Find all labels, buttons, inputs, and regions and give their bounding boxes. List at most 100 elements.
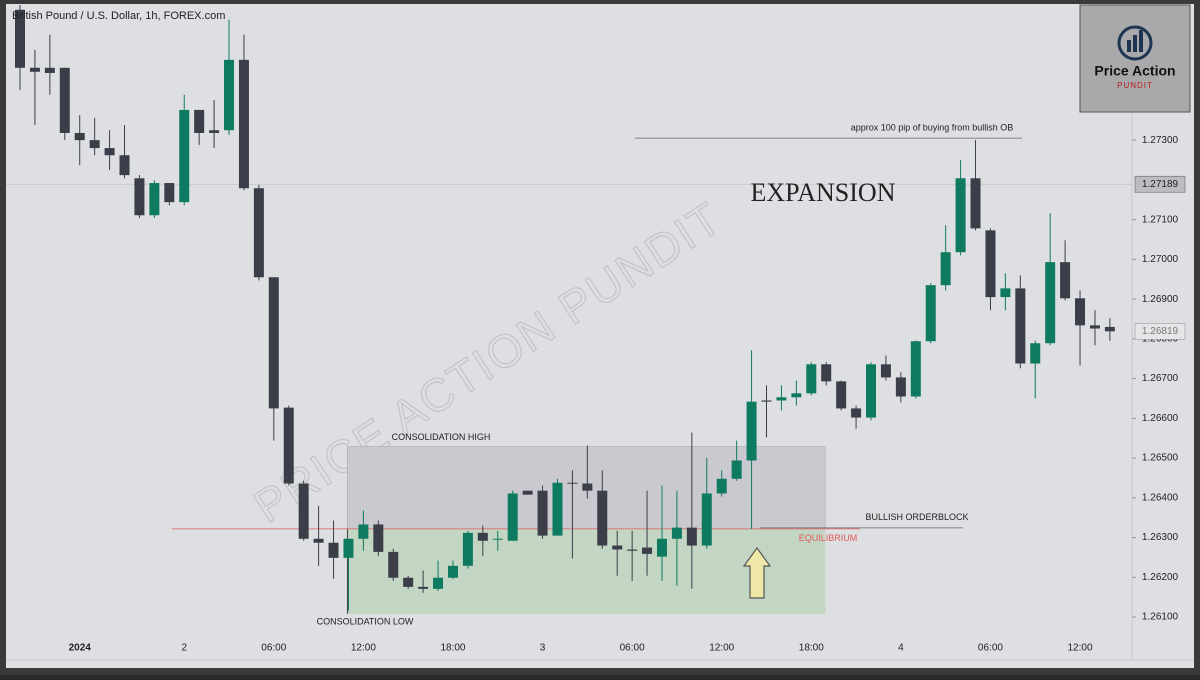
candle-body xyxy=(627,549,638,551)
candle-body xyxy=(74,132,85,141)
labels: 1.26100 1.26200 1.26300 1.26400 1.26500 1.266… xyxy=(69,123,1186,654)
x-tick-label: 4 xyxy=(898,643,904,654)
candle-body xyxy=(731,460,742,479)
zone xyxy=(347,528,826,614)
candle-body xyxy=(119,155,130,176)
candle-body xyxy=(298,483,309,539)
candle-body xyxy=(716,478,727,494)
candle-body xyxy=(1089,325,1100,329)
candle-body xyxy=(403,577,414,587)
x-tick-label: 18:00 xyxy=(440,643,465,654)
x-tick-label: 12:00 xyxy=(351,643,376,654)
candle-body xyxy=(433,577,444,589)
candle-body xyxy=(1075,298,1086,326)
chart-title: British Pound / U.S. Dollar, 1h, FOREX.c… xyxy=(12,10,225,22)
candle-body xyxy=(776,397,787,401)
candle-body xyxy=(328,542,339,558)
x-tick-label: 2 xyxy=(181,643,187,654)
candle-body xyxy=(134,178,145,216)
candle-body xyxy=(1015,288,1026,364)
candle-body xyxy=(985,230,996,298)
candle-body xyxy=(283,407,294,484)
y-tick-label: 1.27300 xyxy=(1142,135,1179,146)
candle-body xyxy=(104,148,115,156)
candle-body xyxy=(910,341,921,397)
candle-body xyxy=(1030,343,1041,364)
x-tick-label: 18:00 xyxy=(799,643,824,654)
crosshair-price-label: 1.27189 xyxy=(1142,179,1179,190)
candle-body xyxy=(1060,262,1071,299)
candle-body xyxy=(642,547,653,554)
candle-body xyxy=(671,527,682,539)
logo-icon xyxy=(1133,35,1137,52)
candle-body xyxy=(851,408,862,418)
candle-body xyxy=(970,178,981,229)
candle-body xyxy=(537,490,548,536)
marks xyxy=(15,5,1115,611)
candle-body xyxy=(880,364,891,378)
annotation: EXPANSION xyxy=(751,178,896,207)
candle-body xyxy=(806,364,817,394)
logo-icon xyxy=(1139,30,1143,52)
candle-body xyxy=(373,524,384,552)
candle-body xyxy=(179,109,190,203)
annotation: CONSOLIDATION HIGH xyxy=(392,432,491,442)
annotation: EQUILIBRIUM xyxy=(799,533,858,543)
candle-body xyxy=(597,490,608,546)
y-tick-label: 1.26100 xyxy=(1142,612,1179,623)
annotation: CONSOLIDATION LOW xyxy=(317,616,414,626)
y-tick-label: 1.26700 xyxy=(1142,373,1179,384)
annotation: approx 100 pip of buying from bullish OB xyxy=(851,123,1014,133)
candle-body xyxy=(866,364,877,418)
candle-body xyxy=(209,130,220,133)
candle-body xyxy=(761,400,772,402)
candle-body xyxy=(224,59,235,131)
candle-body xyxy=(462,532,473,566)
candle-body xyxy=(582,483,593,491)
x-tick-label: 06:00 xyxy=(261,643,286,654)
candle-body xyxy=(253,188,264,278)
candle-body xyxy=(15,9,25,68)
candle-body xyxy=(44,67,55,73)
candle-body xyxy=(895,377,906,397)
candle-body xyxy=(1000,288,1011,298)
candle-body xyxy=(492,538,503,540)
x-tick-label: 06:00 xyxy=(620,643,645,654)
candle-body xyxy=(746,401,757,461)
candle-body xyxy=(268,277,279,409)
candle-body xyxy=(164,183,175,203)
y-tick-label: 1.27000 xyxy=(1142,254,1179,265)
logo: Price Action PUNDIT xyxy=(1079,4,1191,113)
x-tick-label: 2024 xyxy=(69,643,92,654)
candle-body xyxy=(612,545,623,550)
candle-body xyxy=(656,538,667,557)
candle-body xyxy=(1104,326,1115,332)
x-tick-label: 12:00 xyxy=(709,643,734,654)
candle-body xyxy=(925,285,936,342)
crosshair-price-box xyxy=(1134,175,1186,193)
candle-body xyxy=(477,532,488,541)
candle-body xyxy=(821,364,832,382)
candle-body xyxy=(701,493,712,546)
y-tick-label: 1.26600 xyxy=(1142,413,1179,424)
candle-body xyxy=(522,490,533,495)
candle-body xyxy=(447,565,458,578)
last-price-box xyxy=(1134,323,1186,340)
y-tick-label: 1.26400 xyxy=(1142,492,1179,503)
candle-body xyxy=(388,551,399,578)
candle-body xyxy=(358,524,369,539)
last-price-label: 1.26819 xyxy=(1142,326,1179,337)
candle-body xyxy=(313,538,324,543)
candle-body xyxy=(29,67,40,72)
candle-body xyxy=(418,586,429,589)
y-tick-label: 1.27100 xyxy=(1142,214,1179,225)
candle-body xyxy=(955,178,966,253)
y-tick-label: 1.26300 xyxy=(1142,532,1179,543)
x-tick-label: 3 xyxy=(540,643,546,654)
candle-body xyxy=(1045,262,1056,344)
x-tick-label: 12:00 xyxy=(1068,643,1093,654)
candle-body xyxy=(59,67,70,133)
candle-body xyxy=(238,59,249,189)
candle-body xyxy=(567,482,578,484)
